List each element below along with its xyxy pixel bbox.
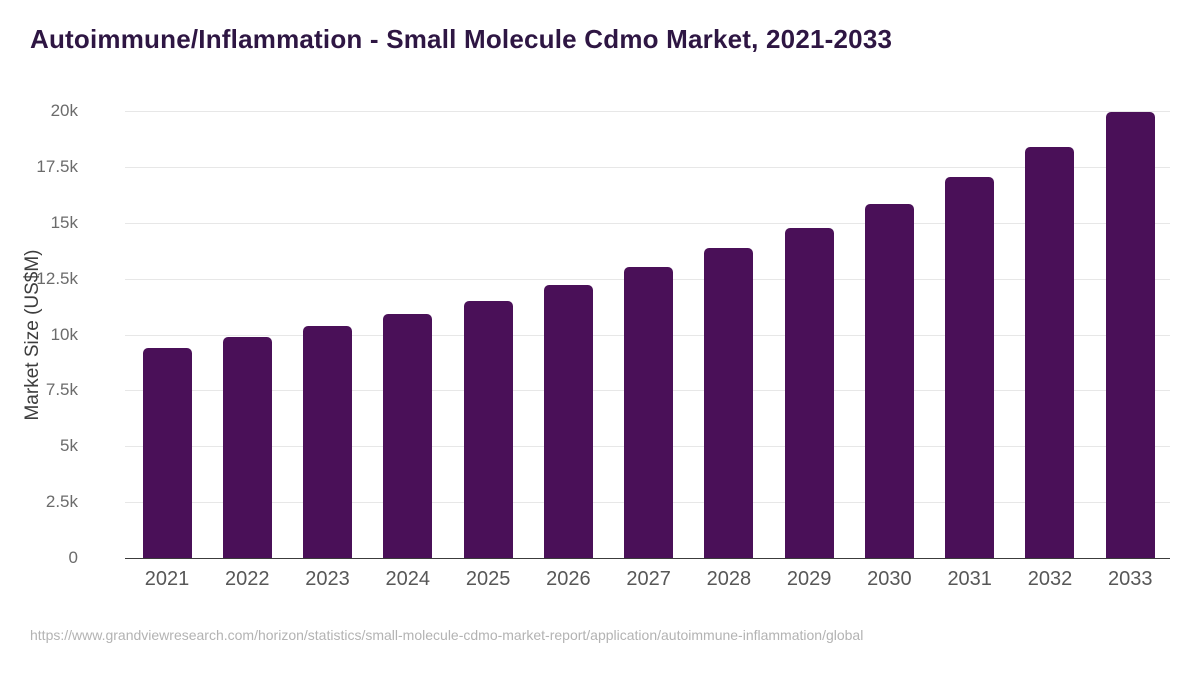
x-axis-line: [125, 558, 1170, 559]
y-tick-label: 10k: [50, 324, 78, 344]
bar-2023: [303, 325, 353, 558]
x-tick-label: 2023: [305, 568, 350, 590]
y-tick-label: 15k: [50, 212, 78, 232]
x-tick-label: 2026: [546, 568, 591, 590]
x-tick-label: 2032: [1027, 568, 1073, 590]
y-tick-label: 17.5k: [36, 156, 78, 176]
bar-2021: [142, 347, 192, 558]
x-tick-label: 2022: [225, 568, 270, 590]
x-tick-label: 2029: [786, 568, 832, 590]
bar-2029: [784, 228, 834, 558]
x-tick-label: 2030: [867, 568, 912, 590]
y-tick-label: 7.5k: [45, 380, 78, 400]
y-tick-label: 5k: [60, 436, 78, 456]
x-tick-label: 2027: [626, 568, 671, 590]
bar-2033: [1105, 112, 1155, 558]
x-tick-label: 2028: [706, 568, 752, 590]
x-tick-label: 2031: [947, 568, 992, 590]
bar-2031: [945, 176, 995, 558]
gridline: [125, 222, 1170, 224]
bar-2030: [864, 203, 914, 558]
gridline: [125, 111, 1170, 112]
bar-2026: [543, 285, 593, 558]
bar-2028: [704, 248, 754, 558]
source-url: https://www.grandviewresearch.com/horizo…: [30, 627, 864, 643]
bar-2022: [222, 336, 272, 558]
plot-area: 0 2.5k 5k 7.5k 10k 12.5k 15k 17.5k 20k 2021 2022 20…: [36, 101, 1170, 590]
y-tick-label: 2.5k: [45, 492, 78, 512]
y-tick-label: 0: [68, 548, 78, 567]
x-tick-label: 2024: [385, 568, 431, 590]
bar-2024: [383, 314, 433, 558]
chart-title: Autoimmune/Inflammation - Small Molecule…: [30, 24, 893, 54]
plot-area-wrapper: Market Size (US$M) 0 2.5k 5k 7.5k 10k 12.5k 15…: [22, 101, 1170, 590]
bar-2025: [463, 300, 513, 558]
bar-2032: [1025, 146, 1075, 558]
bar-2027: [624, 267, 674, 558]
y-tick-label: 12.5k: [36, 268, 78, 288]
y-tick-label: 20k: [50, 101, 78, 120]
x-tick-label: 2033: [1107, 568, 1153, 590]
x-tick-label: 2021: [144, 568, 190, 590]
gridline: [125, 166, 1170, 168]
footer: https://www.grandviewresearch.com/horizo…: [0, 612, 1200, 675]
x-tick-label: 2025: [465, 568, 511, 590]
